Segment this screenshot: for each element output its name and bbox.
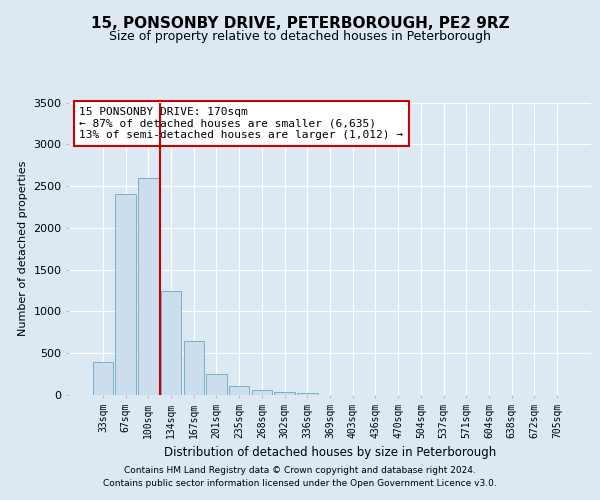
Bar — [229, 386, 250, 395]
Bar — [206, 374, 227, 395]
X-axis label: Distribution of detached houses by size in Peterborough: Distribution of detached houses by size … — [164, 446, 496, 459]
Bar — [184, 340, 204, 395]
Text: Size of property relative to detached houses in Peterborough: Size of property relative to detached ho… — [109, 30, 491, 43]
Bar — [138, 178, 158, 395]
Bar — [115, 194, 136, 395]
Bar — [93, 362, 113, 395]
Text: Contains public sector information licensed under the Open Government Licence v3: Contains public sector information licen… — [103, 478, 497, 488]
Y-axis label: Number of detached properties: Number of detached properties — [17, 161, 28, 336]
Bar — [274, 392, 295, 395]
Text: 15, PONSONBY DRIVE, PETERBOROUGH, PE2 9RZ: 15, PONSONBY DRIVE, PETERBOROUGH, PE2 9R… — [91, 16, 509, 31]
Text: Contains HM Land Registry data © Crown copyright and database right 2024.: Contains HM Land Registry data © Crown c… — [124, 466, 476, 475]
Text: 15 PONSONBY DRIVE: 170sqm
← 87% of detached houses are smaller (6,635)
13% of se: 15 PONSONBY DRIVE: 170sqm ← 87% of detac… — [79, 107, 403, 140]
Bar — [161, 290, 181, 395]
Bar — [251, 390, 272, 395]
Bar — [297, 394, 317, 395]
